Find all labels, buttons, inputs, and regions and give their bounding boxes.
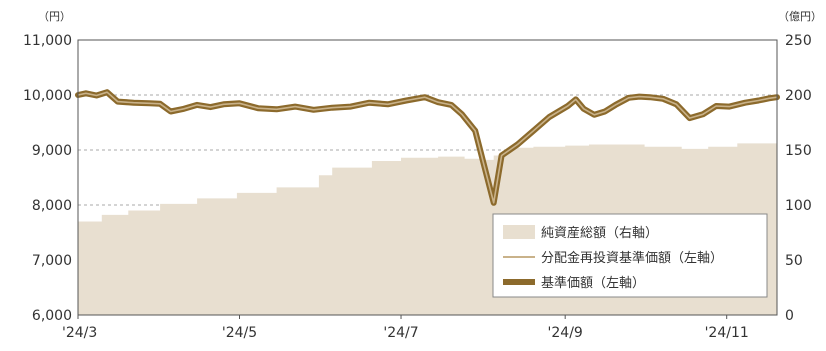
right-tick-label: 200	[785, 88, 812, 104]
legend-swatch-net-assets	[503, 225, 535, 239]
left-tick-label: 7,000	[32, 253, 72, 269]
right-tick-label: 100	[785, 198, 812, 214]
left-tick-label: 8,000	[32, 198, 72, 214]
left-tick-label: 11,000	[23, 33, 72, 49]
legend-box	[492, 213, 768, 298]
legend: 純資産総額（右軸） 分配金再投資基準価額（左軸） 基準価額（左軸）	[492, 213, 768, 298]
left-tick-label: 9,000	[32, 143, 72, 159]
legend-label: 基準価額（左軸）	[541, 275, 645, 291]
left-axis-unit: （円）	[38, 10, 71, 23]
right-tick-label: 250	[785, 33, 812, 49]
left-tick-label: 6,000	[32, 308, 72, 324]
x-tick-label: '24/9	[548, 325, 583, 341]
x-tick-label: '24/3	[62, 325, 97, 341]
legend-label: 分配金再投資基準価額（左軸）	[541, 250, 723, 266]
right-tick-label: 50	[785, 253, 803, 269]
x-tick-label: '24/11	[705, 325, 749, 341]
reinvested-nav-line	[77, 91, 778, 204]
legend-label: 純資産総額（右軸）	[541, 225, 658, 241]
right-axis-unit: （億円）	[778, 10, 822, 23]
plot-frame	[77, 39, 778, 316]
right-tick-label: 150	[785, 143, 812, 159]
x-tick-label: '24/7	[383, 325, 418, 341]
x-tick-label: '24/5	[222, 325, 257, 341]
right-tick-label: 0	[785, 308, 794, 324]
left-tick-label: 10,000	[23, 88, 72, 104]
